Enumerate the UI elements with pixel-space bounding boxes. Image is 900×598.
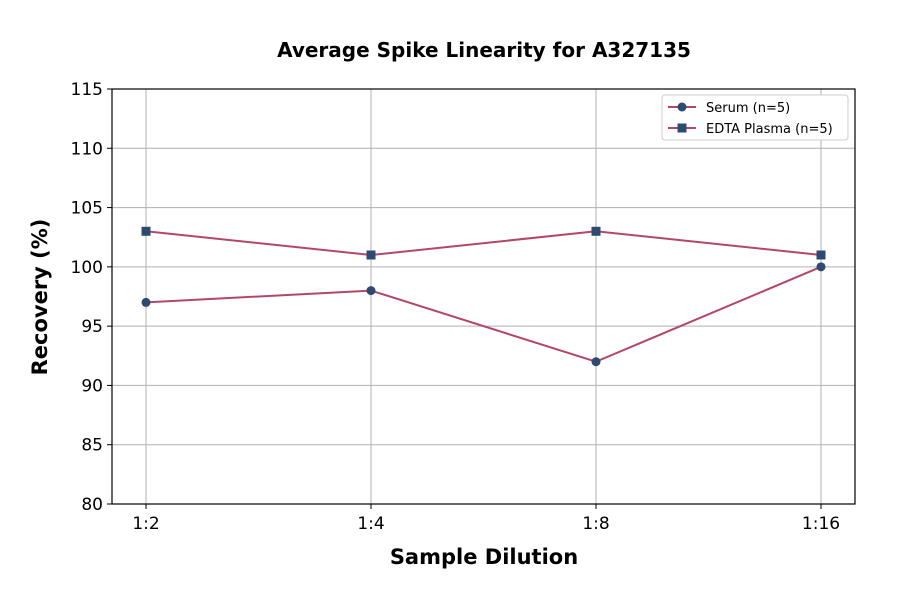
plot-frame (111, 88, 856, 505)
legend-box (661, 94, 849, 141)
x-tick-label: 1:4 (357, 514, 384, 534)
legend-label: EDTA Plasma (n=5) (706, 122, 833, 137)
legend-marker (677, 102, 687, 112)
x-tick-label: 1:2 (132, 514, 159, 534)
y-tick-label: 115 (71, 80, 103, 100)
legend: Serum (n=5) EDTA Plasma (n=5) (661, 94, 849, 141)
ticks: 80 85 90 95 100 105 110 115 1:2 1:4 1:8 1:16 (71, 80, 841, 534)
grid (112, 88, 855, 505)
series-line-0 (145, 265, 822, 363)
x-tick-label: 1:16 (802, 514, 840, 534)
series-line-1 (145, 230, 822, 257)
y-tick-label: 80 (81, 495, 103, 515)
data-point (816, 262, 826, 272)
data-point (591, 226, 601, 236)
y-tick-label: 110 (71, 139, 103, 159)
data-point (816, 250, 826, 260)
data-point (591, 357, 601, 367)
x-tick-label: 1:8 (582, 514, 609, 534)
y-tick-label: 90 (81, 376, 103, 396)
data-point (141, 226, 151, 236)
data-point (141, 297, 151, 307)
chart-title: Average Spike Linearity for A327135 (277, 38, 691, 62)
data-point (366, 250, 376, 260)
x-axis-label: Sample Dilution (390, 545, 578, 569)
y-tick-label: 100 (71, 258, 103, 278)
y-axis-label: Recovery (%) (28, 219, 52, 376)
series-group (141, 226, 826, 367)
legend-label: Serum (n=5) (706, 101, 790, 116)
legend-marker (677, 123, 687, 133)
y-tick-label: 85 (81, 436, 103, 456)
y-tick-label: 95 (81, 317, 103, 337)
data-point (366, 286, 376, 296)
y-tick-label: 105 (71, 199, 103, 219)
